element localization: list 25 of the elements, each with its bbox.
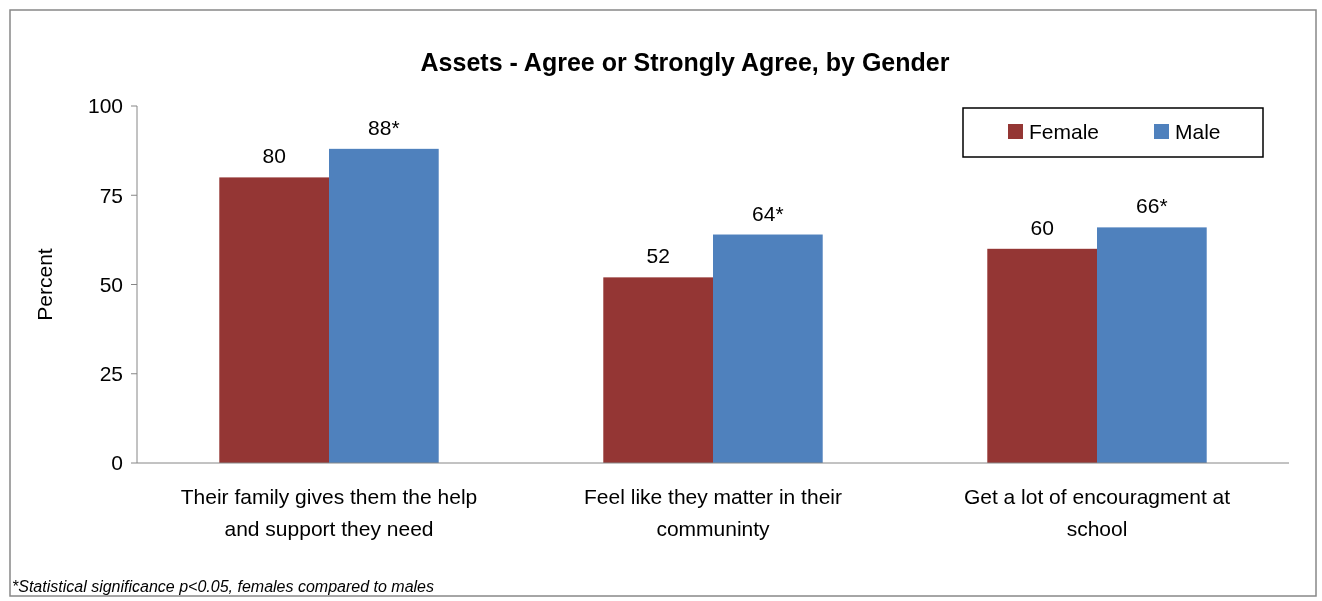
- chart-title: Assets - Agree or Strongly Agree, by Gender: [420, 48, 950, 76]
- legend-label: Male: [1175, 120, 1221, 144]
- legend-label: Female: [1029, 120, 1100, 144]
- data-label: 64*: [752, 201, 784, 225]
- bar: [1097, 227, 1207, 463]
- text: *Statistical significance p<0.05, females compared to males: [12, 578, 434, 595]
- data-label: 52: [646, 244, 670, 268]
- x-tick-label: Their family gives them the help and support they need: [180, 485, 478, 540]
- x-tick-label: Feel like they matter in their communinty: [584, 485, 842, 540]
- bar: [219, 177, 329, 463]
- y-tick-label: 75: [99, 183, 123, 207]
- y-tick-label: 0: [111, 451, 123, 475]
- data-label: 88*: [368, 115, 400, 139]
- bar: [603, 277, 713, 463]
- x-tick-label: Get a lot of encouragment at school: [963, 485, 1231, 540]
- y-tick-label: 50: [99, 272, 123, 296]
- data-label: 66*: [1136, 194, 1168, 218]
- bar: [987, 248, 1097, 463]
- y-axis-title: Percent: [33, 248, 56, 321]
- bar: [713, 234, 823, 463]
- bar: [329, 148, 439, 463]
- data-label: 60: [1030, 215, 1054, 239]
- y-tick-label: 100: [87, 94, 123, 118]
- data-label: 80: [262, 144, 286, 168]
- y-tick-label: 25: [99, 362, 123, 386]
